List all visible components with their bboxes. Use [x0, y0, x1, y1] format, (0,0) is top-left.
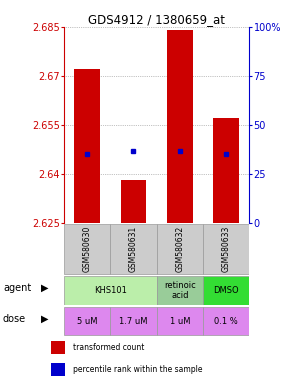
- Bar: [51, 363, 65, 376]
- Bar: [157, 276, 203, 305]
- Text: GSM580630: GSM580630: [82, 226, 92, 272]
- Text: retinoic
acid: retinoic acid: [164, 281, 196, 300]
- Bar: [203, 307, 249, 335]
- Bar: [213, 118, 239, 223]
- Bar: [157, 307, 203, 335]
- Bar: [51, 341, 65, 354]
- Bar: [121, 180, 146, 223]
- Bar: [64, 276, 157, 305]
- Bar: [157, 224, 203, 274]
- Text: DMSO: DMSO: [213, 286, 239, 295]
- Text: KHS101: KHS101: [94, 286, 127, 295]
- Text: 1 uM: 1 uM: [170, 316, 190, 326]
- Bar: [74, 69, 100, 223]
- Text: ▶: ▶: [41, 314, 49, 324]
- Text: agent: agent: [3, 283, 31, 293]
- Title: GDS4912 / 1380659_at: GDS4912 / 1380659_at: [88, 13, 225, 26]
- Text: 5 uM: 5 uM: [77, 316, 97, 326]
- Bar: [203, 224, 249, 274]
- Text: GSM580632: GSM580632: [175, 226, 184, 272]
- Bar: [64, 224, 110, 274]
- Text: 0.1 %: 0.1 %: [214, 316, 238, 326]
- Text: ▶: ▶: [41, 283, 49, 293]
- Bar: [203, 276, 249, 305]
- Bar: [110, 224, 157, 274]
- Bar: [64, 307, 110, 335]
- Text: transformed count: transformed count: [73, 343, 145, 352]
- Text: 1.7 uM: 1.7 uM: [119, 316, 148, 326]
- Text: percentile rank within the sample: percentile rank within the sample: [73, 365, 203, 374]
- Text: dose: dose: [3, 314, 26, 324]
- Bar: [110, 307, 157, 335]
- Bar: [167, 30, 193, 223]
- Text: GSM580633: GSM580633: [222, 226, 231, 272]
- Text: GSM580631: GSM580631: [129, 226, 138, 272]
